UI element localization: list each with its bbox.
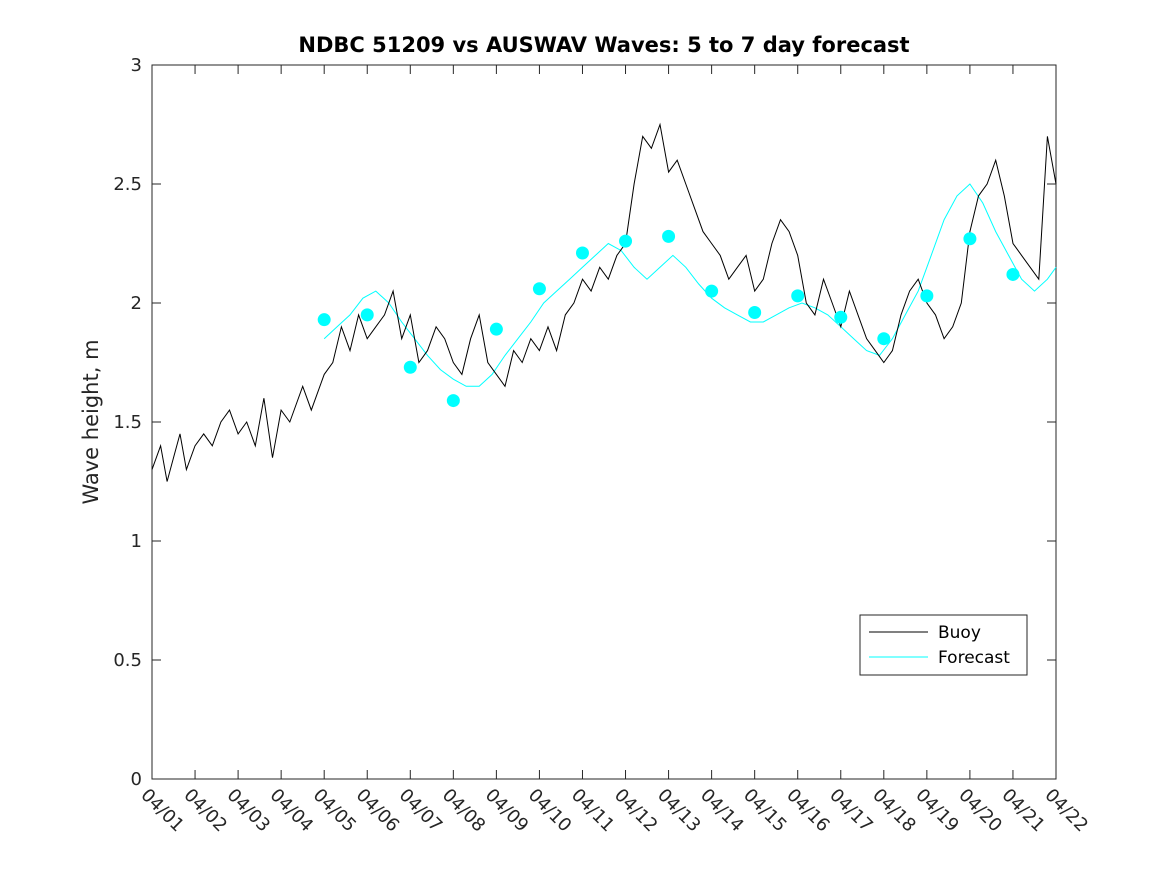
x-tick-label: 04/05: [309, 785, 361, 837]
x-tick-label: 04/18: [868, 785, 920, 837]
y-tick-label: 1: [131, 531, 142, 552]
forecast-marker: [1006, 267, 1020, 281]
x-tick-label: 04/17: [825, 785, 877, 837]
forecast-marker: [705, 284, 719, 298]
forecast-marker: [360, 308, 374, 322]
x-tick-label: 04/11: [567, 785, 619, 837]
x-tick-label: 04/07: [395, 785, 447, 837]
forecast-marker: [834, 310, 848, 324]
forecast-marker: [963, 232, 977, 246]
x-tick-label: 04/04: [266, 785, 318, 837]
x-tick-label: 04/01: [136, 785, 188, 837]
x-tick-label: 04/21: [997, 785, 1049, 837]
x-tick-label: 04/09: [481, 785, 533, 837]
x-tick-label: 04/16: [782, 785, 834, 837]
y-tick-label: 1.5: [113, 412, 142, 433]
forecast-marker: [317, 313, 331, 327]
x-tick-label: 04/03: [223, 785, 275, 837]
x-tick-label: 04/20: [954, 785, 1006, 837]
forecast-marker: [877, 332, 891, 346]
forecast-marker: [920, 289, 934, 303]
x-tick-label: 04/06: [352, 785, 404, 837]
forecast-marker: [403, 360, 417, 374]
forecast-marker: [619, 234, 633, 248]
y-tick-label: 2: [131, 293, 142, 314]
forecast-marker: [748, 306, 762, 320]
forecast-marker: [489, 322, 503, 336]
x-tick-label: 04/12: [610, 785, 662, 837]
legend-forecast-label: Forecast: [938, 648, 1010, 668]
forecast-line: [323, 183, 1057, 387]
x-tick-label: 04/02: [180, 785, 232, 837]
legend-buoy-label: Buoy: [938, 623, 981, 643]
forecast-marker: [446, 394, 460, 408]
x-tick-label: 04/13: [653, 785, 705, 837]
y-axis-label: Wave height, m: [79, 339, 103, 504]
forecast-marker: [575, 246, 589, 260]
x-tick-label: 04/19: [911, 785, 963, 837]
y-tick-label: 0.5: [113, 650, 142, 671]
chart-title: NDBC 51209 vs AUSWAV Waves: 5 to 7 day f…: [298, 33, 909, 57]
x-tick-label: 04/14: [696, 785, 748, 837]
forecast-marker: [532, 282, 546, 296]
x-tick-label: 04/08: [438, 785, 490, 837]
y-tick-label: 0: [131, 769, 142, 790]
x-tick-label: 04/15: [739, 785, 791, 837]
forecast-marker: [791, 289, 805, 303]
y-tick-label: 2.5: [113, 174, 142, 195]
x-tick-label: 04/10: [524, 785, 576, 837]
buoy-line: [151, 122, 1057, 482]
y-tick-label: 3: [131, 55, 142, 76]
forecast-marker: [662, 229, 676, 243]
legend: Buoy Forecast: [859, 614, 1028, 676]
x-tick-label: 04/22: [1040, 785, 1092, 837]
y-ticks: 0 0.5 1 1.5 2 2.5 3: [113, 55, 1056, 790]
series-layer: [151, 122, 1057, 482]
legend-box: [859, 614, 1028, 676]
